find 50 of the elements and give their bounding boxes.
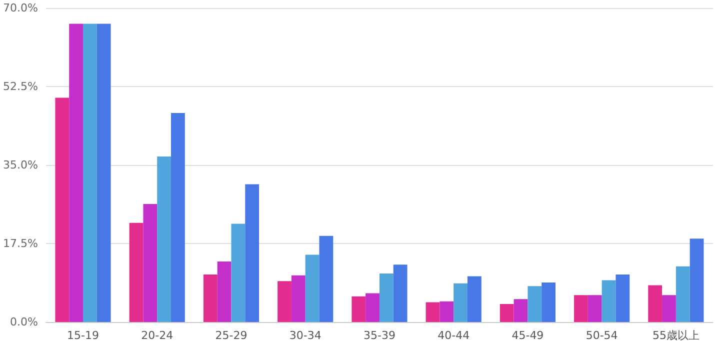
x-tick-label: 35-39 (363, 329, 396, 341)
bar (55, 98, 70, 322)
bar (393, 264, 408, 322)
y-tick-label: 52.5% (2, 80, 38, 93)
y-tick-label: 0.0% (10, 316, 38, 328)
bar (426, 302, 440, 322)
bar (500, 304, 514, 322)
x-tick-label: 45-49 (512, 329, 544, 341)
y-tick-label: 70.0% (2, 2, 38, 14)
x-tick-label: 25-29 (215, 329, 248, 341)
bar (291, 275, 306, 322)
bar (648, 285, 662, 322)
x-tick-label: 20-24 (141, 329, 174, 341)
bar (467, 276, 482, 322)
bar (690, 238, 704, 322)
bar (83, 24, 97, 322)
bar (319, 236, 334, 322)
bar (352, 296, 366, 322)
bar (278, 281, 292, 322)
bar (514, 299, 528, 322)
bar (129, 222, 144, 322)
bar (588, 295, 602, 322)
x-tick-label: 55歳以上 (652, 329, 700, 341)
y-tick-label: 17.5% (2, 237, 38, 250)
bar (379, 274, 394, 322)
bar (574, 295, 588, 322)
bar (528, 286, 542, 322)
bar (157, 156, 172, 322)
bar (305, 254, 320, 322)
bar (203, 274, 218, 322)
bar (245, 184, 260, 322)
bar (440, 301, 454, 322)
x-tick-label: 40-44 (438, 329, 470, 341)
bar (231, 224, 246, 322)
x-tick-label: 15-19 (67, 329, 99, 341)
x-tick-label: 30-34 (289, 329, 322, 341)
bar (676, 266, 690, 322)
bar (454, 283, 468, 322)
bar (171, 112, 185, 322)
bar (143, 204, 158, 322)
bar (542, 282, 556, 322)
bar (662, 295, 676, 322)
bar (366, 293, 380, 322)
bar (616, 274, 630, 322)
y-tick-label: 35.0% (2, 158, 38, 172)
bar (96, 24, 111, 322)
bar (602, 280, 616, 322)
bar (217, 261, 232, 322)
x-tick-label: 50-54 (586, 329, 618, 341)
bar (69, 24, 84, 322)
